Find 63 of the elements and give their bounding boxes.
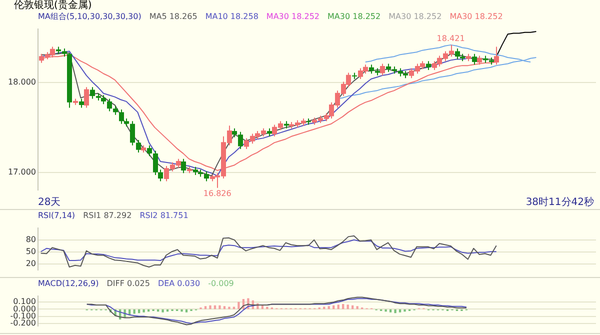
y-tick-label: 18.000: [8, 78, 36, 87]
series-label: -0.009: [208, 279, 234, 288]
y-tick-label: 0.100: [13, 297, 36, 306]
bar: [342, 304, 344, 310]
bar: [142, 309, 145, 312]
bar: [204, 306, 207, 310]
bar: [404, 309, 406, 312]
legend-label: MA30 18.252: [388, 12, 442, 21]
bar: [356, 306, 358, 310]
bar: [389, 309, 392, 312]
bar: [185, 309, 188, 312]
bar: [328, 306, 330, 310]
y-tick-label: 50: [26, 247, 36, 256]
candlestick: [455, 48, 460, 60]
text: MA5 18.265: [149, 12, 198, 21]
y-tick-label: 0.000: [13, 304, 36, 314]
bar: [266, 306, 268, 310]
candlestick: [181, 158, 186, 174]
candlestick: [204, 170, 209, 182]
candlestick: [153, 150, 158, 176]
text: 38时11分42秒: [526, 197, 594, 209]
chart-subtitle: MA组合(5,10,30,30,30,30): [38, 12, 142, 21]
annotation: 16.826: [203, 188, 232, 198]
bar: [394, 309, 396, 314]
text: 28天: [38, 197, 61, 209]
candlestick: [130, 120, 135, 146]
text: MA10 18.258: [205, 12, 258, 21]
candlestick: [238, 131, 243, 150]
y-tick-label: -0.100: [10, 311, 36, 320]
candlestick: [90, 86, 95, 100]
candlestick: [147, 144, 152, 157]
bar: [218, 305, 221, 310]
candlestick: [107, 98, 112, 112]
legend-label: MA30 18.252: [266, 12, 320, 21]
legend-label: MA30 18.252: [328, 12, 381, 21]
bar: [228, 306, 230, 310]
bar: [223, 306, 226, 310]
bar: [337, 304, 340, 310]
bar: [398, 309, 402, 312]
candlestick: [119, 109, 124, 124]
text: RSI2 81.751: [140, 211, 188, 220]
text: DIFF 0.025: [106, 279, 150, 288]
annotation: 18.421: [436, 34, 465, 43]
text: RSI1 87.292: [83, 211, 132, 220]
bar: [209, 305, 212, 310]
y-tick-label: 17.000: [8, 167, 36, 176]
bar: [180, 309, 183, 312]
chart-title: 伦敦银现(贵金属): [13, 0, 93, 11]
bar: [238, 302, 240, 310]
y-tick-label: -0.200: [10, 318, 36, 328]
text: DEA 0.030: [158, 279, 200, 288]
bar: [384, 309, 387, 312]
bar: [346, 304, 349, 310]
y-tick-label: 80: [26, 234, 36, 244]
candlestick: [158, 169, 163, 182]
text: MA30 18.252: [450, 12, 503, 21]
chart-title: MACD(12,26,9): [38, 279, 99, 288]
candlestick: [472, 53, 477, 66]
bar: [162, 309, 164, 312]
chart-title: RSI(7,14): [38, 211, 76, 220]
bar: [133, 309, 136, 314]
candlestick: [136, 139, 141, 154]
y-tick-label: 20: [26, 259, 36, 268]
